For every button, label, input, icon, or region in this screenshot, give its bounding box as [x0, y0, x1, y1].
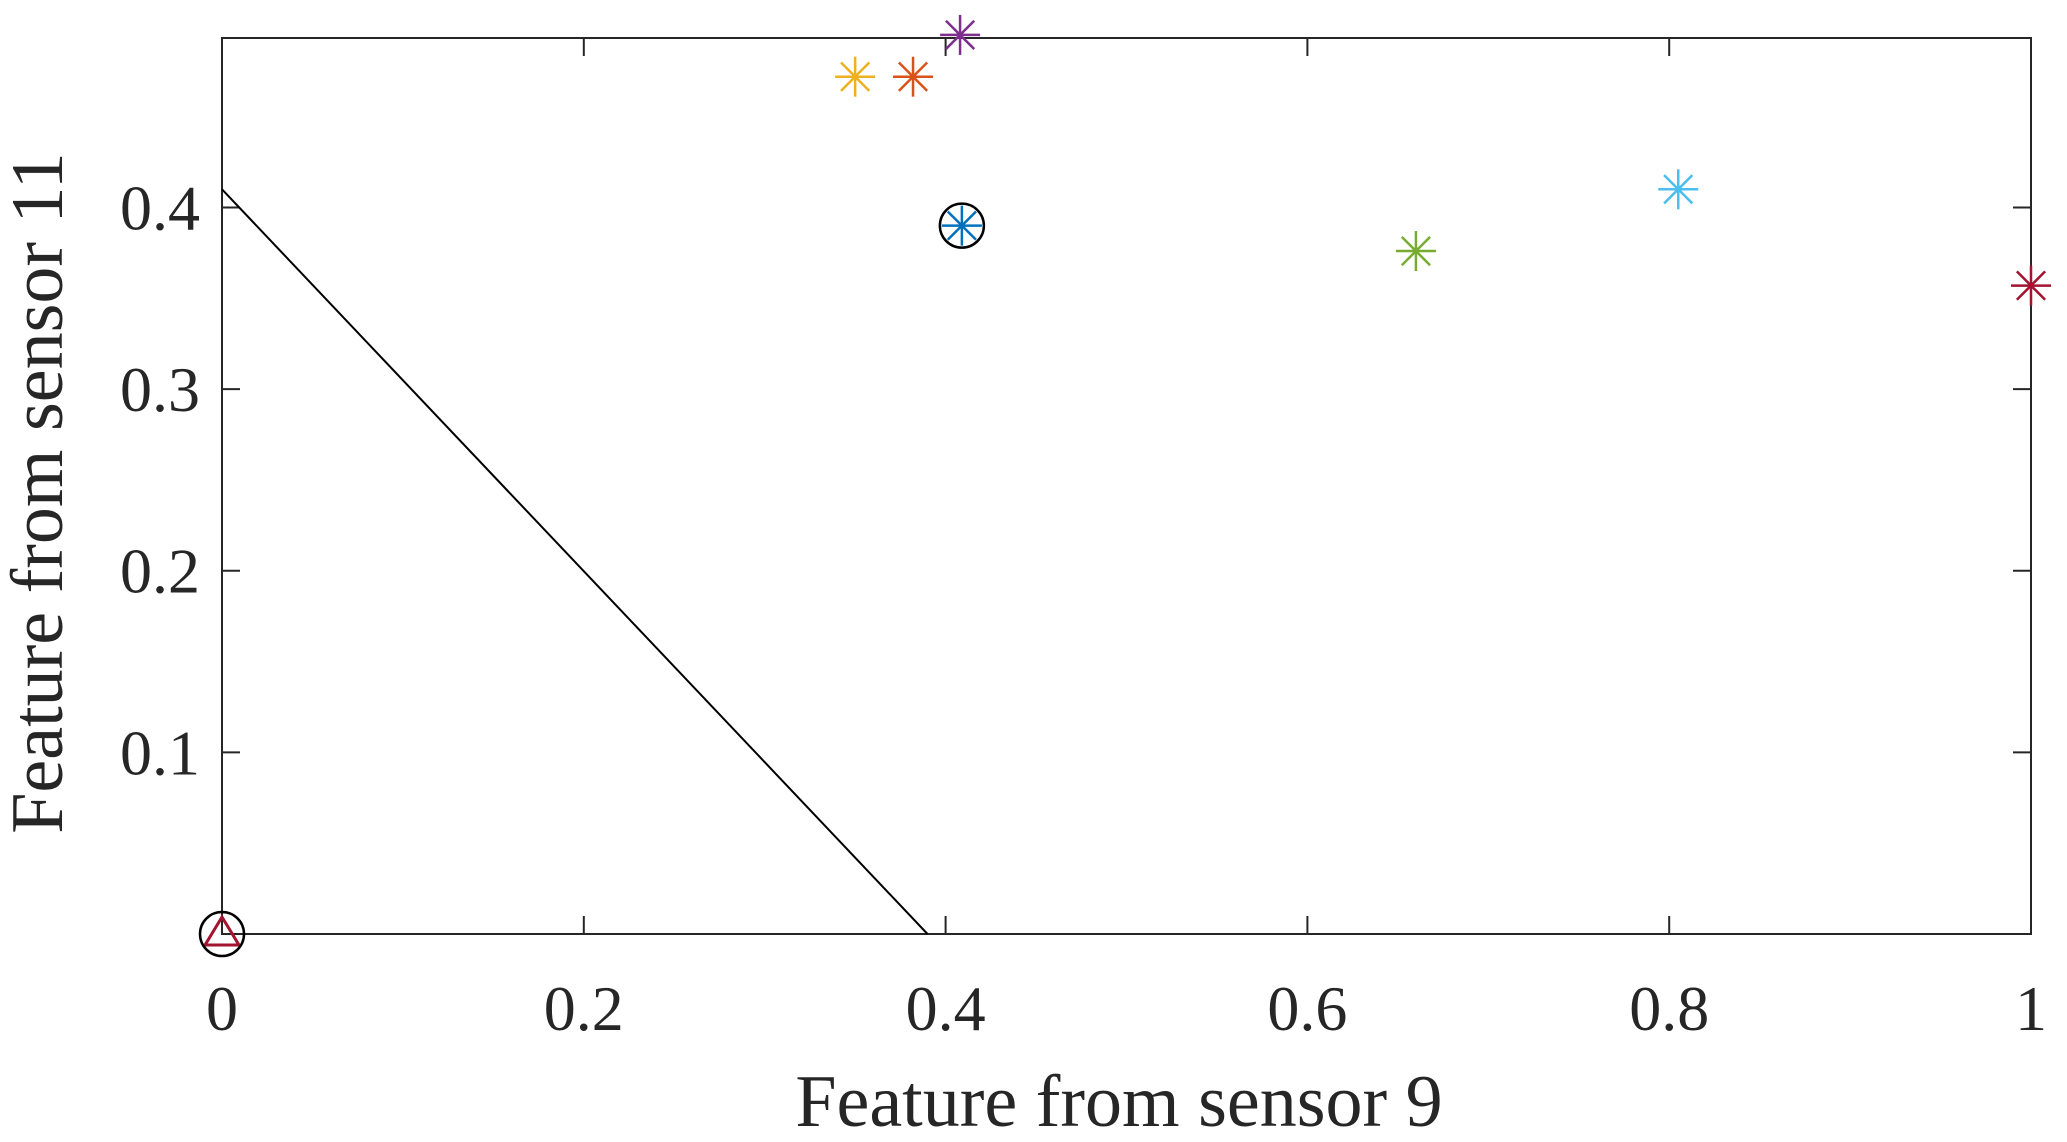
circle-marker [198, 910, 246, 958]
star-marker-stroke [840, 61, 871, 92]
y-tick-label: 0.4 [120, 172, 200, 243]
y-tick-label: 0.3 [120, 354, 200, 425]
y-tick-label: 0.1 [120, 717, 200, 788]
x-tick-label: 0 [206, 973, 238, 1044]
circle-marker [938, 202, 986, 249]
plot-area [221, 37, 2032, 935]
x-tick-label: 0.4 [906, 973, 986, 1044]
star-marker [1395, 231, 1436, 272]
x-tick-label: 0.8 [1629, 973, 1709, 1044]
star-marker [941, 205, 982, 246]
boundary-line [221, 188, 929, 935]
star-marker-stroke [946, 210, 977, 241]
y-axis-title: Feature from sensor 11 [0, 152, 79, 834]
y-tick-label: 0.2 [120, 536, 200, 607]
star-marker [940, 14, 981, 55]
x-axis-title: Feature from sensor 9 [795, 1061, 1442, 1142]
axes-box [221, 37, 2032, 935]
triangle-marker [202, 914, 242, 947]
star-marker [2011, 265, 2051, 306]
star-marker [893, 56, 934, 97]
data-marks [198, 14, 2051, 958]
star-marker [835, 56, 876, 97]
star-marker-stroke [2015, 270, 2047, 301]
x-tick-label: 1 [2015, 973, 2047, 1044]
star-marker-stroke [1400, 236, 1431, 267]
x-tick-label: 0.6 [1267, 973, 1347, 1044]
axis-ticks: 0 0.2 0.4 0.6 0.8 1 0.1 0.2 0.3 0.4 [120, 38, 2047, 1044]
x-tick-label: 0.2 [544, 973, 624, 1044]
star-marker-stroke [898, 61, 929, 92]
star-marker-stroke [1663, 174, 1694, 205]
star-marker [1658, 169, 1699, 210]
star-marker-stroke [945, 19, 976, 50]
